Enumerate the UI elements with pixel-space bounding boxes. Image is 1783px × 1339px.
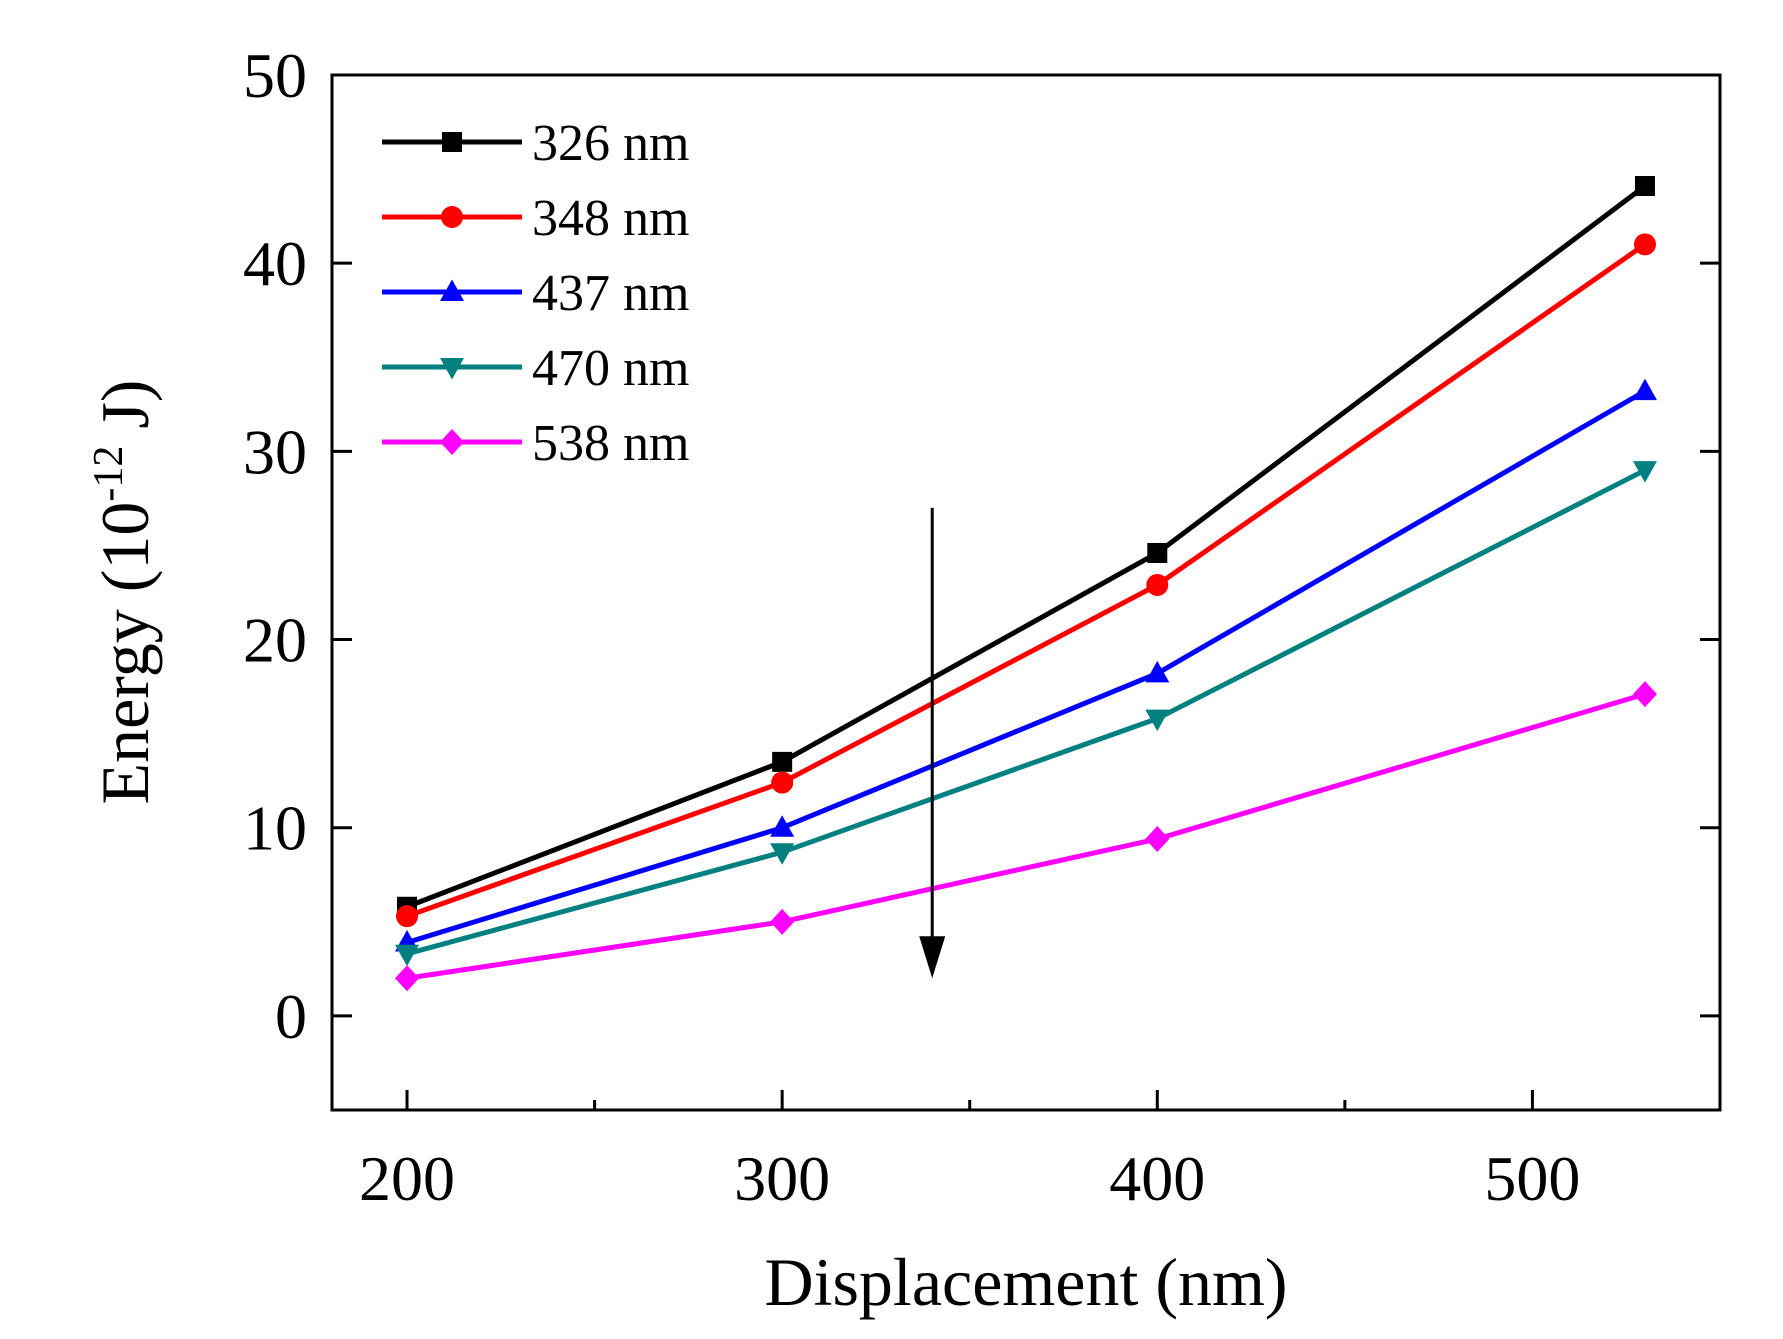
legend-marker [441, 206, 463, 228]
legend-item: 437 nm [382, 265, 689, 322]
y-tick-label: 30 [243, 416, 307, 487]
y-axis-title-unit: J) [87, 380, 163, 446]
y-axis-title-exponent: -12 [86, 446, 132, 502]
y-tick-label: 40 [243, 228, 307, 299]
data-point [1147, 542, 1168, 563]
data-point [1632, 681, 1657, 708]
legend-item: 538 nm [382, 415, 689, 472]
series-line [406, 242, 1647, 919]
legend-item: 348 nm [382, 190, 689, 247]
legend-item: 326 nm [382, 115, 689, 172]
legend-label: 437 nm [532, 265, 689, 322]
legend-item: 470 nm [382, 340, 689, 397]
data-point [1633, 233, 1656, 256]
legend-marker [440, 358, 464, 380]
legend-marker [442, 132, 462, 152]
legend-label: 348 nm [532, 190, 689, 247]
data-point [1145, 660, 1170, 683]
y-axis-title-main: Energy (10 [87, 502, 163, 805]
data-point [770, 843, 795, 865]
x-tick-label: 500 [1484, 1143, 1580, 1214]
data-point [770, 908, 795, 935]
x-axis-title: Displacement (nm) [764, 1244, 1287, 1320]
y-tick-label: 50 [243, 40, 307, 111]
data-point [1634, 176, 1655, 197]
series-line [406, 184, 1647, 910]
y-tick-label: 20 [243, 605, 307, 676]
x-tick-label: 400 [1109, 1143, 1205, 1214]
y-axis-title: Energy (10-12 J) [86, 380, 163, 805]
data-point [1145, 709, 1170, 732]
tick-marks [332, 73, 1720, 1110]
series-line [406, 691, 1646, 981]
y-tick-label: 10 [243, 793, 307, 864]
series-348-nm [396, 233, 1656, 928]
legend-marker [440, 429, 464, 455]
series-group [395, 176, 1657, 992]
data-point [395, 965, 420, 992]
data-point [770, 815, 795, 837]
data-point [396, 905, 419, 928]
legend: 326 nm 348 nm 437 nm 470 nm 538 nm [382, 115, 689, 472]
data-point [772, 751, 793, 772]
series-470-nm [395, 461, 1657, 967]
plot-frame [330, 73, 1722, 1112]
x-tick-label: 300 [734, 1143, 830, 1214]
data-point [395, 944, 420, 967]
x-tick-labels: 200 300 400 500 [359, 1143, 1580, 1214]
legend-label: 470 nm [532, 340, 689, 397]
x-tick-label: 200 [359, 1143, 455, 1214]
series-line [406, 467, 1647, 957]
legend-label: 326 nm [532, 115, 689, 172]
data-point [1632, 461, 1657, 483]
data-point [1146, 573, 1169, 596]
y-tick-label: 0 [275, 981, 307, 1052]
data-point [771, 771, 794, 794]
legend-marker [440, 279, 464, 301]
legend-label: 538 nm [532, 415, 689, 472]
series-538-nm [395, 681, 1657, 992]
arrow-head [919, 936, 946, 979]
data-point [1632, 378, 1657, 401]
y-tick-labels: 0 10 20 30 40 50 [243, 40, 307, 1052]
trend-arrow [919, 507, 946, 979]
data-point [1145, 826, 1170, 853]
series-line [406, 388, 1647, 945]
